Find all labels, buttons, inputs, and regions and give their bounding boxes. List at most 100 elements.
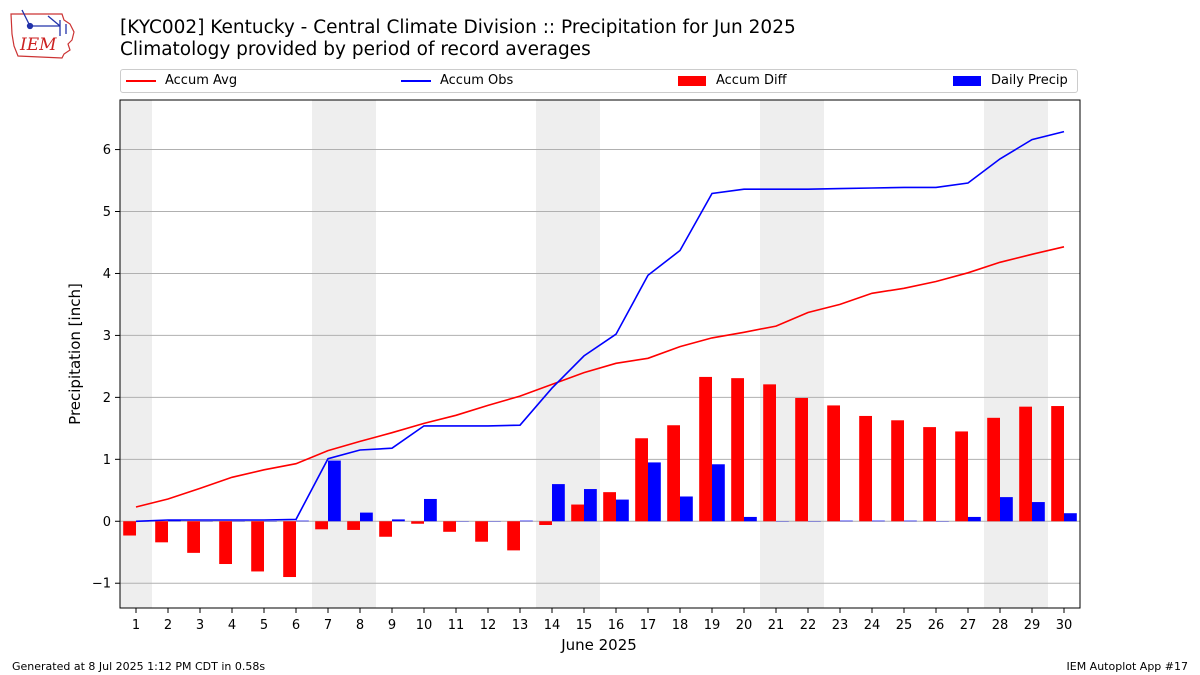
line-accum-obs bbox=[135, 130, 1065, 523]
bar-daily-precip bbox=[744, 516, 757, 522]
bar-daily-precip bbox=[1000, 497, 1013, 522]
legend-swatch-accum-diff bbox=[678, 75, 706, 86]
line-accum-avg bbox=[135, 246, 1065, 508]
bar-daily-precip bbox=[616, 499, 629, 522]
legend-swatch-accum-avg bbox=[126, 79, 156, 82]
bar-daily-precip bbox=[712, 464, 725, 522]
x-tick-label: 14 bbox=[544, 618, 561, 633]
y-tick-label: 5 bbox=[103, 205, 111, 220]
bar-accum-diff bbox=[507, 521, 520, 551]
bar-accum-diff bbox=[539, 521, 552, 525]
bar-accum-diff bbox=[347, 521, 360, 530]
bar-accum-diff bbox=[123, 521, 136, 536]
y-tick-label: 4 bbox=[103, 267, 111, 282]
bar-daily-precip bbox=[328, 460, 341, 522]
bar-daily-precip bbox=[1064, 513, 1077, 522]
y-tick-label: 0 bbox=[103, 515, 111, 530]
footer-app: IEM Autoplot App #17 bbox=[1066, 660, 1189, 673]
x-tick-label: 11 bbox=[448, 618, 465, 633]
bar-accum-diff bbox=[315, 521, 328, 530]
x-tick-label: 21 bbox=[768, 618, 785, 633]
bar-accum-diff bbox=[187, 521, 200, 553]
bar-accum-diff bbox=[859, 415, 872, 522]
x-tick-label: 30 bbox=[1056, 618, 1073, 633]
x-tick-label: 29 bbox=[1024, 618, 1041, 633]
bar-daily-precip bbox=[872, 520, 885, 522]
bar-accum-diff bbox=[795, 397, 808, 522]
bar-accum-diff bbox=[571, 504, 584, 522]
x-tick-label: 10 bbox=[416, 618, 433, 633]
x-tick-label: 16 bbox=[608, 618, 625, 633]
legend-label-accum-avg: Accum Avg bbox=[165, 73, 238, 88]
x-tick-label: 18 bbox=[672, 618, 689, 633]
x-tick-label: 22 bbox=[800, 618, 817, 633]
bar-accum-diff bbox=[443, 521, 456, 532]
legend-item-accum-diff: Accum Diff bbox=[678, 73, 787, 88]
legend-swatch-accum-obs bbox=[401, 79, 431, 82]
bar-daily-precip bbox=[1032, 502, 1045, 522]
bar-accum-diff bbox=[667, 425, 680, 522]
bar-accum-diff bbox=[731, 378, 744, 522]
legend-label-accum-obs: Accum Obs bbox=[440, 73, 514, 88]
weekend-band-3 bbox=[536, 100, 600, 608]
legend-swatch-daily-precip bbox=[953, 75, 981, 86]
series-lines bbox=[135, 130, 1065, 523]
x-tick-label: 25 bbox=[896, 618, 913, 633]
bar-daily-precip bbox=[968, 516, 981, 522]
x-tick-label: 12 bbox=[480, 618, 497, 633]
plot-frame bbox=[119, 99, 1081, 609]
x-tick-label: 28 bbox=[992, 618, 1009, 633]
bar-accum-diff bbox=[475, 521, 488, 542]
x-tick-label: 19 bbox=[704, 618, 721, 633]
y-axis-label: Precipitation [inch] bbox=[66, 283, 84, 425]
x-axis-label: June 2025 bbox=[560, 636, 637, 654]
x-tick-label: 26 bbox=[928, 618, 945, 633]
x-axis-ticks: 1 2 3 4 5 6 7 8 9 10 11 12 13 14 15 16 17 18 19 20 21 22 23 24 2… bbox=[132, 608, 1072, 633]
logo-text: IEM bbox=[19, 35, 57, 55]
bar-daily-precip bbox=[840, 520, 853, 522]
bar-daily-precip bbox=[424, 498, 437, 522]
x-tick-label: 1 bbox=[132, 618, 140, 633]
bar-daily-precip bbox=[680, 496, 693, 522]
weekend-band-5 bbox=[984, 100, 1048, 608]
bar-accum-diff bbox=[155, 521, 168, 543]
iowa-outline-icon bbox=[10, 13, 75, 59]
y-tick-label: 1 bbox=[103, 453, 111, 468]
x-tick-label: 23 bbox=[832, 618, 849, 633]
x-tick-label: 13 bbox=[512, 618, 529, 633]
x-tick-label: 3 bbox=[196, 618, 204, 633]
legend: Accum Avg Accum Obs Accum Diff Daily Pre… bbox=[120, 69, 1078, 93]
bar-accum-diff bbox=[891, 420, 904, 522]
legend-label-daily-precip: Daily Precip bbox=[991, 73, 1068, 88]
x-tick-label: 20 bbox=[736, 618, 753, 633]
weekend-band-4 bbox=[760, 100, 824, 608]
bar-daily-precip bbox=[648, 462, 661, 522]
grid-lines bbox=[120, 149, 1080, 584]
y-tick-label: −1 bbox=[92, 577, 111, 592]
y-tick-label: 2 bbox=[103, 391, 111, 406]
x-tick-label: 24 bbox=[864, 618, 881, 633]
legend-item-accum-avg: Accum Avg bbox=[126, 73, 237, 88]
bar-daily-precip bbox=[296, 520, 309, 522]
bar-accum-diff bbox=[603, 492, 616, 522]
bar-daily-precip bbox=[904, 520, 917, 522]
legend-label-accum-diff: Accum Diff bbox=[716, 73, 787, 88]
footer-generated: Generated at 8 Jul 2025 1:12 PM CDT in 0… bbox=[12, 660, 266, 673]
legend-item-daily-precip: Daily Precip bbox=[953, 73, 1068, 88]
x-tick-label: 4 bbox=[228, 618, 236, 633]
chart-title: [KYC002] Kentucky - Central Climate Divi… bbox=[120, 17, 796, 38]
y-axis-ticks: −1 0 1 2 3 4 5 6 bbox=[92, 143, 120, 592]
bar-accum-diff bbox=[1019, 406, 1032, 522]
x-tick-label: 9 bbox=[388, 618, 396, 633]
bar-accum-diff bbox=[379, 521, 392, 537]
x-tick-label: 15 bbox=[576, 618, 593, 633]
iem-logo: IEM bbox=[10, 9, 75, 59]
bar-accum-diff bbox=[1051, 406, 1064, 522]
bar-accum-diff bbox=[219, 521, 232, 565]
bar-accum-diff bbox=[283, 521, 296, 578]
x-tick-label: 17 bbox=[640, 618, 657, 633]
x-tick-label: 7 bbox=[324, 618, 332, 633]
y-tick-label: 6 bbox=[103, 143, 111, 158]
chart-subtitle: Climatology provided by period of record… bbox=[120, 39, 591, 60]
